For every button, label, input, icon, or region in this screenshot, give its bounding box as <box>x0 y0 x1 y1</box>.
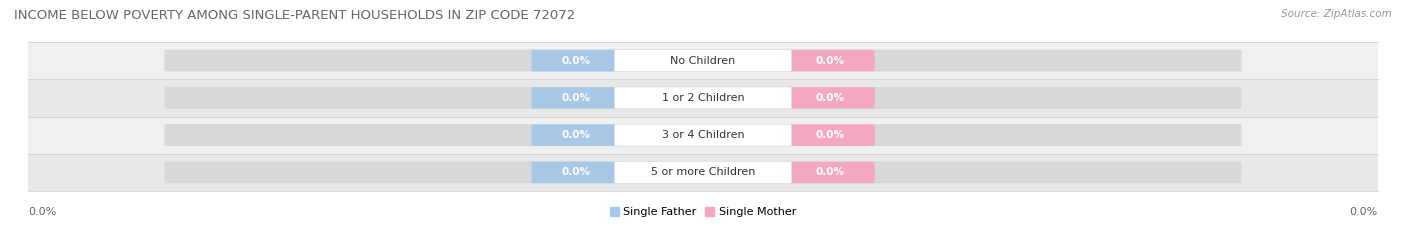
Text: 1 or 2 Children: 1 or 2 Children <box>662 93 744 103</box>
FancyBboxPatch shape <box>165 124 1241 146</box>
Bar <box>28 154 1378 191</box>
FancyBboxPatch shape <box>785 50 875 71</box>
FancyBboxPatch shape <box>531 124 621 146</box>
Text: 5 or more Children: 5 or more Children <box>651 168 755 177</box>
Text: 0.0%: 0.0% <box>562 93 591 103</box>
Bar <box>28 79 1378 116</box>
FancyBboxPatch shape <box>165 50 1241 72</box>
Text: 3 or 4 Children: 3 or 4 Children <box>662 130 744 140</box>
FancyBboxPatch shape <box>165 161 1241 183</box>
Text: Source: ZipAtlas.com: Source: ZipAtlas.com <box>1281 9 1392 19</box>
Text: 0.0%: 0.0% <box>562 130 591 140</box>
FancyBboxPatch shape <box>614 124 792 146</box>
FancyBboxPatch shape <box>785 87 875 109</box>
Bar <box>28 42 1378 79</box>
FancyBboxPatch shape <box>614 50 792 72</box>
Text: 0.0%: 0.0% <box>815 56 844 65</box>
FancyBboxPatch shape <box>614 87 792 109</box>
FancyBboxPatch shape <box>531 162 621 183</box>
FancyBboxPatch shape <box>531 50 621 71</box>
FancyBboxPatch shape <box>614 161 792 183</box>
Text: 0.0%: 0.0% <box>815 168 844 177</box>
Legend: Single Father, Single Mother: Single Father, Single Mother <box>610 207 796 217</box>
FancyBboxPatch shape <box>165 87 1241 109</box>
Text: 0.0%: 0.0% <box>562 168 591 177</box>
Bar <box>28 116 1378 154</box>
Text: No Children: No Children <box>671 56 735 65</box>
FancyBboxPatch shape <box>785 124 875 146</box>
FancyBboxPatch shape <box>785 162 875 183</box>
Text: INCOME BELOW POVERTY AMONG SINGLE-PARENT HOUSEHOLDS IN ZIP CODE 72072: INCOME BELOW POVERTY AMONG SINGLE-PARENT… <box>14 9 575 22</box>
Text: 0.0%: 0.0% <box>815 93 844 103</box>
FancyBboxPatch shape <box>531 87 621 109</box>
Text: 0.0%: 0.0% <box>1350 207 1378 217</box>
Text: 0.0%: 0.0% <box>28 207 56 217</box>
Text: 0.0%: 0.0% <box>562 56 591 65</box>
Text: 0.0%: 0.0% <box>815 130 844 140</box>
